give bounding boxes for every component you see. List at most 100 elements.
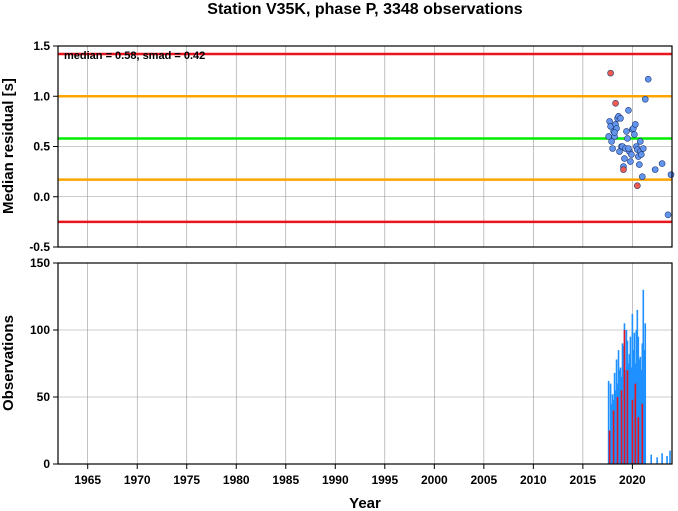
residual-point: [637, 151, 645, 158]
observation-bar: [622, 346, 625, 464]
observation-bar: [610, 403, 613, 464]
observations-y-tick-label: 150: [30, 256, 50, 270]
observation-bar: [631, 399, 634, 464]
observation-bar: [641, 403, 644, 464]
observation-bar: [614, 390, 617, 464]
observation-bar: [669, 450, 671, 464]
residual-point: [664, 211, 672, 219]
observation-bar: [628, 354, 631, 464]
x-tick-label: 2015: [570, 473, 597, 487]
residual-point: [624, 135, 631, 142]
observation-bar: [623, 330, 626, 464]
residual-point: [637, 138, 644, 145]
observation-bar: [624, 370, 627, 464]
residual-point: [632, 121, 639, 128]
observation-bar: [650, 454, 653, 464]
chart-title: Station V35K, phase P, 3348 observations: [207, 1, 522, 18]
residual-point: [639, 145, 647, 152]
observation-bar: [618, 370, 621, 464]
residual-point: [625, 107, 632, 114]
observations-y-tick-label: 100: [30, 323, 50, 337]
observation-bar: [608, 430, 611, 464]
residual-point: [667, 171, 675, 178]
observation-bar: [633, 332, 636, 464]
observation-bar: [621, 343, 624, 464]
observations-y-tick-label: 0: [43, 457, 50, 471]
residual-y-tick-label: 0.0: [33, 190, 50, 204]
residual-point: [634, 182, 641, 189]
observation-bar: [640, 370, 643, 464]
observation-bar: [637, 336, 640, 464]
observation-bar: [615, 359, 618, 464]
observation-bar: [629, 336, 632, 464]
observation-bar: [666, 455, 668, 464]
observation-bar: [643, 350, 646, 464]
residual-y-label: Median residual [s]: [0, 78, 17, 214]
x-tick-label: 2000: [421, 473, 448, 487]
residual-point: [621, 155, 628, 162]
x-tick-label: 1975: [173, 473, 200, 487]
residual-panel: -0.5 0.0 0.5 1.0 1.5 median = 0.58, smad = 0…: [0, 39, 675, 254]
x-tick-label: 1965: [74, 473, 101, 487]
observation-bar: [617, 350, 620, 464]
x-tick-label: 2005: [470, 473, 497, 487]
observation-bar: [631, 313, 634, 464]
observation-bar: [620, 390, 623, 464]
stats-annotation: median = 0.58, smad = 0.42: [64, 50, 205, 62]
residual-point: [608, 138, 615, 145]
residual-point: [620, 166, 627, 173]
observations-panel-frame: [57, 262, 673, 465]
observation-bar: [636, 309, 639, 464]
residual-point: [625, 145, 632, 152]
residual-point: [651, 166, 659, 173]
residual-point: [638, 173, 646, 180]
residual-point: [609, 145, 616, 152]
residual-y-tick-label: 1.0: [33, 89, 50, 103]
x-tick-label: 2020: [619, 473, 646, 487]
observation-bar: [639, 356, 642, 464]
observation-bar: [661, 453, 663, 464]
residual-point: [607, 69, 614, 77]
observation-bar: [634, 383, 637, 464]
observation-bar: [638, 359, 641, 464]
observation-bar: [625, 330, 628, 464]
residual-y-tick-label: 1.5: [33, 39, 50, 53]
observation-bar: [609, 383, 612, 464]
residual-y-tick-label: -0.5: [29, 240, 50, 254]
residual-point: [612, 99, 619, 107]
observation-bar: [627, 363, 630, 464]
observations-y-label: Observations: [0, 315, 17, 411]
observation-bar: [616, 397, 619, 464]
residual-point: [631, 131, 638, 138]
observation-bar: [642, 289, 645, 464]
residual-y-tick-label: 0.5: [33, 140, 50, 154]
residual-point: [617, 115, 624, 122]
residual-point: [658, 160, 666, 167]
residual-point: [636, 161, 643, 168]
residual-point: [644, 75, 652, 83]
residual-point: [623, 128, 630, 135]
x-tick-label: 1980: [223, 473, 250, 487]
x-tick-label: 2010: [520, 473, 547, 487]
observation-bar: [635, 330, 638, 464]
observation-bar: [637, 417, 640, 464]
x-tick-label: 1970: [124, 473, 151, 487]
x-axis-label: Year: [349, 495, 381, 511]
observation-bar: [632, 350, 635, 464]
observation-bar: [613, 372, 616, 464]
observation-bar: [612, 410, 615, 464]
residual-point: [611, 129, 618, 136]
residual-point: [628, 151, 635, 158]
observation-bar: [607, 380, 610, 464]
observation-bar: [656, 457, 658, 464]
x-tick-label: 1995: [371, 473, 398, 487]
observation-bar: [644, 323, 647, 464]
observations-y-tick-label: 50: [37, 390, 51, 404]
residual-point: [641, 95, 649, 103]
observation-bar: [630, 367, 633, 464]
observations-panel: 0 50 100 150 1965 1970 1975 1980 1985 1990 1995 20…: [0, 256, 673, 511]
residual-point: [627, 158, 634, 165]
x-tick-label: 1990: [322, 473, 349, 487]
observation-bar: [619, 367, 622, 464]
